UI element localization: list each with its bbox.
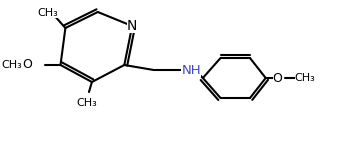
Text: CH₃: CH₃ <box>77 98 97 108</box>
Text: NH: NH <box>181 64 201 76</box>
Text: O: O <box>22 59 32 71</box>
Text: O: O <box>272 71 282 85</box>
Text: CH₃: CH₃ <box>1 60 22 70</box>
Text: CH₃: CH₃ <box>295 73 315 83</box>
Text: CH₃: CH₃ <box>37 8 58 18</box>
Text: N: N <box>127 19 137 33</box>
